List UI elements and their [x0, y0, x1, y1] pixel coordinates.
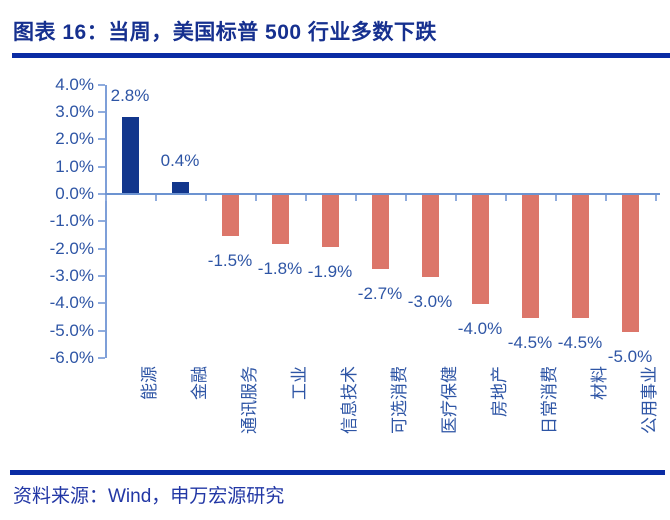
category-axis-label: 房地产 — [490, 366, 509, 417]
category-axis-label: 日常消费 — [540, 366, 559, 434]
category-axis-label: 医疗保健 — [440, 366, 459, 434]
category-axis-label: 材料 — [590, 366, 609, 400]
y-axis-tick-label: -6.0% — [49, 347, 94, 367]
bar — [471, 195, 489, 305]
bar — [571, 195, 589, 318]
bar — [621, 195, 639, 332]
x-axis-zero-line — [105, 193, 660, 195]
y-axis-tick-label: 0.0% — [55, 184, 94, 203]
x-axis-tick-mark — [555, 195, 557, 201]
bar — [221, 195, 239, 236]
y-axis-tick-label: 3.0% — [55, 102, 94, 122]
x-axis-tick-mark — [255, 195, 257, 201]
y-axis-tick-mark — [98, 165, 105, 168]
x-axis-tick-mark — [305, 195, 307, 201]
category-axis-label: 能源 — [140, 366, 159, 400]
bar — [171, 182, 189, 193]
bar — [321, 195, 339, 247]
y-axis-line — [105, 84, 107, 358]
bar-value-label: 0.4% — [160, 151, 200, 171]
bar — [421, 195, 439, 277]
y-axis-tick-mark — [98, 274, 105, 277]
y-axis-tick-label: 2.0% — [55, 129, 94, 149]
bar-value-label: -4.5% — [507, 332, 553, 352]
y-axis-tick-label: 4.0% — [55, 74, 94, 94]
y-axis-tick-mark — [98, 329, 105, 332]
y-axis-tick-mark — [98, 83, 105, 86]
source-attribution: 资料来源：Wind，申万宏源研究 — [13, 486, 285, 507]
x-axis-tick-mark — [455, 195, 457, 201]
category-axis-label: 公用事业 — [640, 366, 659, 434]
bar-value-label: -3.0% — [407, 291, 453, 311]
y-axis-tick-mark — [98, 302, 105, 305]
x-axis-tick-mark — [405, 195, 407, 201]
x-axis-tick-mark — [355, 195, 357, 201]
y-axis-tick-label: -2.0% — [49, 238, 94, 258]
bar — [371, 195, 389, 269]
x-axis-tick-mark — [155, 195, 157, 201]
bar-value-label: -1.5% — [207, 250, 253, 270]
bar-value-label: -4.0% — [457, 319, 503, 339]
y-axis-tick-label: -3.0% — [49, 265, 94, 285]
y-axis-tick-label: -1.0% — [49, 211, 94, 231]
y-axis-tick-mark — [98, 247, 105, 250]
bar-value-label: 2.8% — [110, 85, 150, 105]
bar — [521, 195, 539, 318]
bar-value-label: -1.9% — [307, 261, 353, 281]
bar-value-label: -2.7% — [357, 283, 403, 303]
x-axis-tick-mark — [505, 195, 507, 201]
y-axis-tick-label: -5.0% — [49, 320, 94, 340]
x-axis-tick-mark — [655, 195, 657, 201]
title-underline-rule — [12, 53, 670, 58]
category-axis-label: 可选消费 — [390, 366, 409, 434]
x-axis-tick-mark — [605, 195, 607, 201]
category-axis-label: 工业 — [290, 366, 309, 400]
category-axis-label: 信息技术 — [340, 366, 359, 434]
y-axis-tick-mark — [98, 138, 105, 141]
bar-value-label: -4.5% — [557, 332, 603, 352]
x-axis-tick-mark — [205, 195, 207, 201]
y-axis-tick-mark — [98, 193, 105, 195]
y-axis-tick-label: -4.0% — [49, 293, 94, 313]
bar-chart-plot-area: 4.0% 3.0% 2.0% 1.0% 0.0% -1.0% -2.0% -3.0% -4.0%… — [0, 60, 670, 470]
bar-value-label: -1.8% — [257, 259, 303, 279]
y-axis-tick-mark — [98, 220, 105, 223]
bottom-divider-rule — [10, 470, 665, 475]
y-axis-tick-label: 1.0% — [55, 156, 94, 176]
category-axis-label: 金融 — [190, 366, 209, 400]
bar — [121, 116, 139, 193]
bar — [271, 195, 289, 245]
y-axis-tick-mark — [98, 111, 105, 114]
x-axis-tick-mark — [105, 195, 107, 201]
bar-value-label: -5.0% — [607, 346, 653, 366]
category-axis-label: 通讯服务 — [240, 366, 259, 434]
y-axis-tick-mark — [98, 356, 105, 359]
figure-title: 图表 16：当周，美国标普 500 行业多数下跌 — [13, 21, 437, 44]
